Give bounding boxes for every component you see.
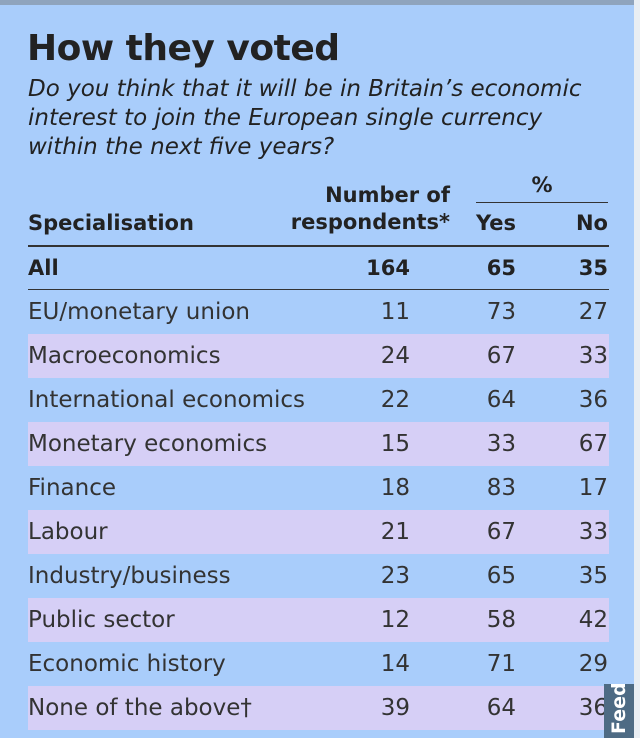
cell-specialisation: Labour [28, 519, 108, 545]
table-row: Economic history 14 71 29 [28, 642, 609, 686]
cell-specialisation: Economic history [28, 651, 226, 677]
cell-yes: 58 [486, 607, 516, 633]
percent-header-rule [476, 202, 608, 203]
feedback-tab-label: Feedback [608, 684, 630, 734]
table-row: Monetary economics 15 33 67 [28, 422, 609, 466]
top-band [0, 0, 640, 5]
cell-no: 67 [578, 431, 608, 457]
cell-no: 36 [578, 387, 608, 413]
cell-respondents: 39 [380, 695, 410, 721]
header-respondents: Number of respondents* [290, 183, 450, 234]
cell-no: 27 [578, 299, 608, 325]
cell-yes: 67 [486, 343, 516, 369]
cell-specialisation: All [28, 256, 59, 280]
all-row-rule [28, 289, 609, 290]
chart-title: How they voted [27, 28, 340, 69]
table-row: Industry/business 23 65 35 [28, 554, 609, 598]
cell-no: 17 [578, 475, 608, 501]
cell-respondents: 12 [380, 607, 410, 633]
table-row: EU/monetary union 11 73 27 [28, 290, 609, 334]
header-yes: Yes [475, 211, 516, 235]
cell-specialisation: Public sector [28, 607, 175, 633]
table-row: International economics 22 64 36 [28, 378, 609, 422]
cell-yes: 73 [486, 299, 516, 325]
feedback-tab[interactable]: Feedback [604, 684, 634, 738]
cell-no: 36 [578, 695, 608, 721]
cell-yes: 65 [486, 256, 516, 280]
page-edge [634, 0, 640, 738]
cell-respondents: 11 [380, 299, 410, 325]
cell-no: 29 [578, 651, 608, 677]
header-percent: % [531, 173, 553, 197]
cell-no: 35 [578, 256, 608, 280]
cell-yes: 33 [486, 431, 516, 457]
table-row: All 164 65 35 [28, 246, 609, 290]
cell-yes: 64 [486, 695, 516, 721]
table-row: None of the above† 39 64 36 [28, 686, 609, 730]
table-row: Macroeconomics 24 67 33 [28, 334, 609, 378]
cell-specialisation: International economics [28, 387, 306, 413]
cell-yes: 64 [486, 387, 516, 413]
cell-no: 33 [578, 519, 608, 545]
cell-yes: 65 [486, 563, 516, 589]
cell-specialisation: Finance [28, 475, 116, 501]
header-rule [28, 245, 609, 247]
cell-respondents: 24 [380, 343, 410, 369]
cell-respondents: 164 [366, 256, 410, 280]
cell-respondents: 18 [380, 475, 410, 501]
cell-yes: 71 [486, 651, 516, 677]
cell-specialisation: Macroeconomics [28, 343, 221, 369]
cell-yes: 83 [486, 475, 516, 501]
table-row: Public sector 12 58 42 [28, 598, 609, 642]
cell-respondents: 14 [380, 651, 410, 677]
cell-yes: 67 [486, 519, 516, 545]
cell-respondents: 22 [380, 387, 410, 413]
cell-specialisation: EU/monetary union [28, 299, 251, 325]
cell-no: 33 [578, 343, 608, 369]
cell-respondents: 23 [380, 563, 410, 589]
header-no: No [575, 211, 608, 235]
header-specialisation: Specialisation [28, 211, 194, 235]
cell-no: 42 [578, 607, 608, 633]
cell-no: 35 [578, 563, 608, 589]
cell-specialisation: None of the above† [28, 695, 252, 721]
table-row: Labour 21 67 33 [28, 510, 609, 554]
cell-specialisation: Industry/business [28, 563, 231, 589]
cell-respondents: 15 [380, 431, 410, 457]
cell-respondents: 21 [380, 519, 410, 545]
table-row: Finance 18 83 17 [28, 466, 609, 510]
chart-subtitle: Do you think that it will be in Britain’… [28, 76, 582, 160]
cell-specialisation: Monetary economics [28, 431, 268, 457]
